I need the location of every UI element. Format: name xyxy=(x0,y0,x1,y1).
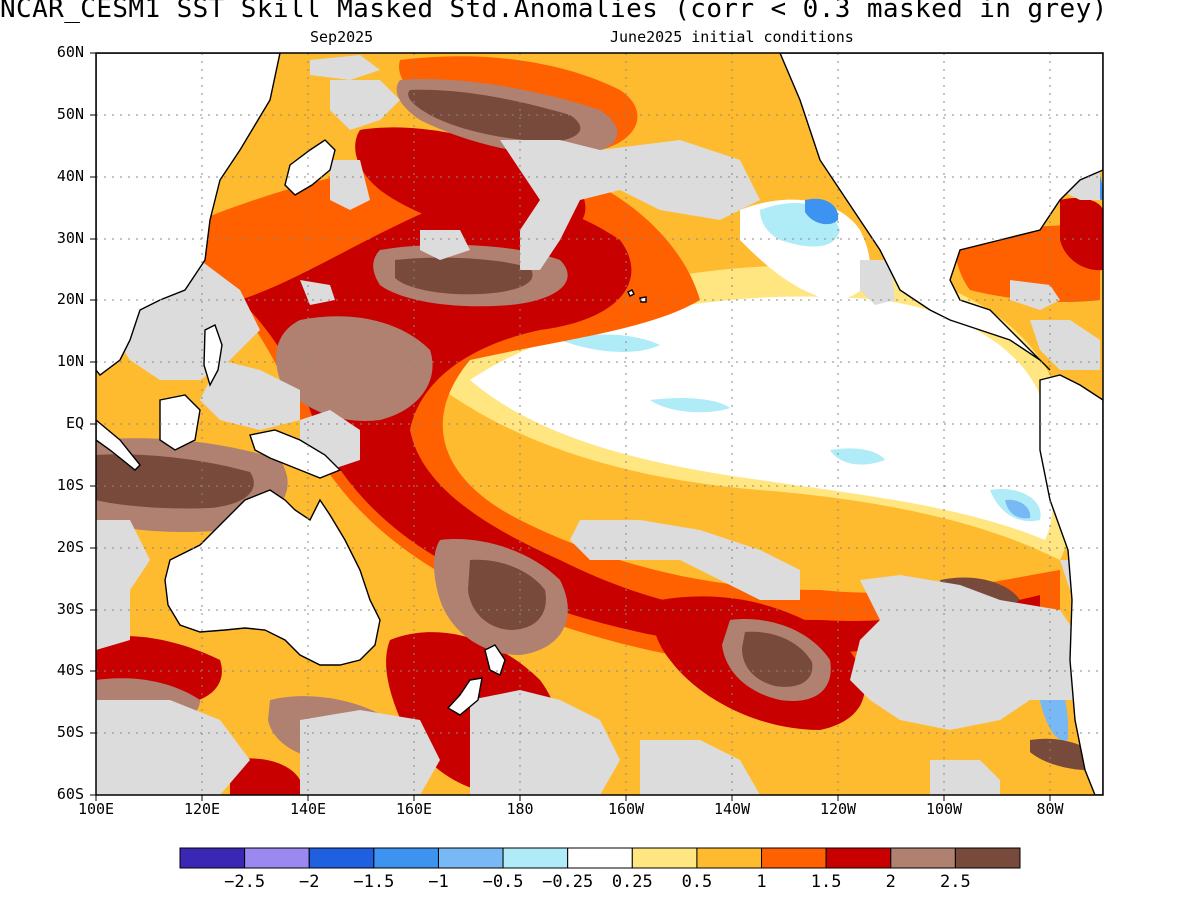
colorbar-label: −2 xyxy=(298,872,320,892)
colorbar-swatch xyxy=(567,847,633,869)
lon-label: 140E xyxy=(289,800,327,818)
lat-label: 20N xyxy=(56,290,84,309)
lon-label: 120W xyxy=(819,800,857,818)
lat-label: 60S xyxy=(56,785,84,803)
lat-label: 40N xyxy=(56,166,84,185)
colorbar-swatch xyxy=(437,847,504,869)
south-america xyxy=(1039,374,1103,795)
colorbar-label: −0.5 xyxy=(482,872,524,892)
lat-label: 10N xyxy=(56,352,84,371)
colorbar-swatch xyxy=(631,847,698,869)
colorbar-swatch xyxy=(696,847,763,869)
asia xyxy=(96,53,281,376)
japan xyxy=(284,139,336,196)
lon-label: 160E xyxy=(395,800,433,818)
hawaii xyxy=(627,289,647,303)
colorbar-swatch xyxy=(954,847,1021,869)
colorbar-label: −0.25 xyxy=(542,872,594,892)
australia xyxy=(164,489,381,666)
colorbar-label: 1.5 xyxy=(810,872,842,892)
colorbar xyxy=(179,847,1021,869)
lon-label: 100W xyxy=(925,800,963,818)
colorbar-swatch xyxy=(179,847,246,869)
new-zealand xyxy=(446,644,506,716)
philippines xyxy=(203,324,223,387)
lat-label: 60N xyxy=(56,43,84,61)
colorbar-label: −1 xyxy=(428,872,449,892)
lon-label: 160W xyxy=(607,800,645,818)
lat-label: 50S xyxy=(56,723,84,742)
colorbar-swatch xyxy=(373,847,439,869)
valid-month-label: Sep2025 xyxy=(310,28,374,46)
lon-label: 180 xyxy=(506,800,534,818)
borneo xyxy=(159,394,201,451)
eastern-pacific-near-normal xyxy=(310,169,1103,741)
lon-label: 120E xyxy=(183,800,221,818)
north-america xyxy=(779,53,1103,371)
sumatra xyxy=(96,419,141,471)
map-title: NCAR_CESM1 SST Skill Masked Std.Anomalie… xyxy=(0,0,1108,24)
axis-ticks xyxy=(90,52,1051,801)
colorbar-swatch xyxy=(761,847,827,869)
lat-label: 20S xyxy=(56,537,84,556)
colorbar-label: 0.25 xyxy=(611,872,653,892)
colorbar-swatch xyxy=(502,847,569,869)
colorbar-label: 1 xyxy=(756,872,767,892)
colorbar-swatch xyxy=(825,847,892,869)
colorbar-label: 2 xyxy=(885,872,896,892)
initial-conditions-label: June2025 initial conditions xyxy=(610,28,854,46)
land-masses xyxy=(96,53,1103,795)
lon-label: 100E xyxy=(77,800,115,818)
new-guinea xyxy=(249,429,342,479)
lat-label: 40S xyxy=(56,661,84,680)
colorbar-label: 0.5 xyxy=(681,872,713,892)
colorbar-label: −2.5 xyxy=(224,872,266,892)
lon-label: 140W xyxy=(713,800,751,818)
colorbar-label: −1.5 xyxy=(353,872,395,892)
anomaly-field xyxy=(96,53,1103,795)
strong-warm-anomalies xyxy=(96,79,1100,771)
colorbar-label: 2.5 xyxy=(940,872,971,892)
lat-label: 30S xyxy=(56,599,84,618)
colorbar-swatch xyxy=(890,847,956,869)
lat-label: 10S xyxy=(56,475,84,494)
lat-label: 30N xyxy=(56,228,84,247)
lat-label: EQ xyxy=(65,414,84,432)
lon-label: 80W xyxy=(1036,800,1064,818)
colorbar-swatch xyxy=(308,847,375,869)
lat-label: 50N xyxy=(56,104,84,123)
colorbar-swatch xyxy=(244,847,310,869)
